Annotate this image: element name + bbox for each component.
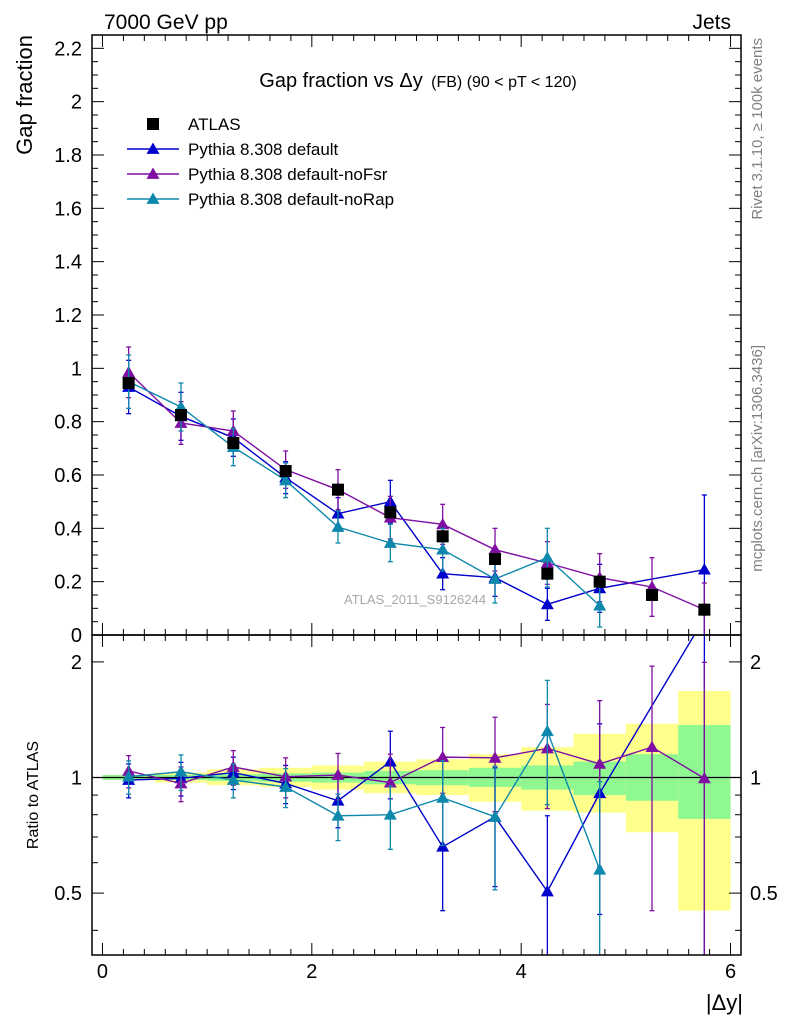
main-ylabel: Gap fraction — [12, 35, 37, 155]
main-marker — [540, 597, 554, 610]
main-marker — [436, 530, 449, 543]
main-marker — [489, 553, 502, 565]
main-marker — [331, 520, 345, 532]
main-marker — [227, 437, 240, 449]
ratio-marker — [226, 773, 240, 785]
main-y-tick-label: 1.8 — [54, 145, 82, 167]
ratio-marker — [540, 884, 554, 897]
main-series-noRap — [122, 354, 607, 628]
main-y-tick-label: 0.4 — [54, 518, 82, 540]
main-y-tick-label: 0.8 — [54, 412, 82, 434]
main-line-noRap — [128, 381, 601, 607]
main-marker — [436, 543, 450, 555]
main-title-text: Gap fraction vs Δy — [259, 70, 422, 92]
ratio-marker — [436, 791, 450, 803]
ratio-marker — [122, 770, 136, 782]
legend: ATLAS Pythia 8.308 default Pythia 8.308 de… — [127, 115, 394, 209]
main-marker — [646, 589, 659, 601]
header-beam-label: 7000 GeV pp — [104, 11, 228, 34]
legend-marker-noFsr — [146, 167, 160, 179]
main-marker — [593, 599, 607, 611]
legend-label-default: Pythia 8.308 default — [188, 140, 339, 159]
ratio-marker — [540, 724, 554, 737]
main-title-suffix: (FB) (90 < pT < 120) — [431, 74, 577, 91]
x-tick-label: 4 — [516, 961, 527, 983]
main-y-tick-label: 0 — [71, 625, 82, 647]
header-process-label: Jets — [692, 11, 731, 34]
main-y-tick-label: 1.6 — [54, 198, 82, 220]
main-y-tick-label: 1 — [71, 358, 82, 380]
ratio-ylabel: Ratio to ATLAS — [25, 741, 42, 849]
ratio-marker — [488, 751, 502, 763]
ratio-y-tick-label-left: 0.5 — [54, 883, 82, 905]
main-series-atlas — [122, 377, 711, 616]
ratio-line-noRap — [128, 729, 601, 871]
ratio-y-tick-label-left: 1 — [71, 768, 82, 790]
main-title: Gap fraction vs Δy (FB) (90 < pT < 120) — [259, 70, 576, 92]
legend-label-noFsr: Pythia 8.308 default-noFsr — [188, 165, 388, 184]
main-marker — [488, 572, 502, 584]
ratio-marker — [645, 740, 659, 752]
main-y-tick-label: 1.4 — [54, 252, 82, 274]
ratio-marker — [697, 771, 711, 784]
ratio-marker — [331, 768, 345, 780]
main-marker — [122, 377, 135, 389]
rivet-label: Rivet 3.1.10, ≥ 100k events — [749, 38, 766, 220]
ratio-marker — [593, 863, 607, 875]
legend-marker-atlas — [147, 118, 159, 130]
ratio-marker — [488, 810, 502, 822]
main-y-tick-label: 2.2 — [54, 38, 82, 60]
main-y-tick-label: 0.2 — [54, 572, 82, 594]
ratio-marker — [383, 776, 397, 788]
main-y-tick-label: 2 — [71, 92, 82, 114]
ratio-marker — [383, 808, 397, 820]
ratio-marker — [436, 750, 450, 762]
main-line-default — [128, 386, 705, 606]
main-line-noFsr — [128, 371, 705, 611]
main-marker — [540, 551, 554, 563]
legend-label-noRap: Pythia 8.308 default-noRap — [188, 190, 394, 209]
main-marker — [593, 575, 606, 588]
ratio-line-noFsr — [128, 746, 705, 785]
legend-marker-noRap — [146, 192, 160, 204]
x-tick-label: 2 — [306, 961, 317, 983]
ratio-y-tick-label-right: 0.5 — [750, 883, 778, 905]
main-marker — [174, 409, 187, 421]
ratio-y-tick-label-right: 2 — [750, 652, 761, 674]
main-marker — [331, 483, 344, 496]
main-marker — [697, 563, 711, 575]
main-y-tick-label: 0.6 — [54, 465, 82, 487]
xlabel: |Δy| — [706, 990, 743, 1015]
main-y-tick-label: 1.2 — [54, 305, 82, 327]
main-marker — [541, 567, 554, 580]
x-tick-label: 0 — [97, 961, 108, 983]
ratio-marker — [331, 809, 345, 821]
main-marker — [436, 517, 450, 530]
legend-marker-default — [146, 142, 160, 154]
ratio-series-noFsr — [122, 661, 711, 955]
mcplots-label: mcplots.cern.ch [arXiv:1306.3436] — [749, 345, 766, 572]
ratio-marker — [279, 780, 293, 792]
main-marker — [698, 603, 711, 616]
main-marker — [436, 567, 450, 579]
legend-label-atlas: ATLAS — [188, 115, 241, 134]
ratio-y-tick-label-left: 2 — [71, 652, 82, 674]
main-marker — [279, 473, 293, 486]
main-marker — [383, 536, 397, 548]
x-tick-label: 6 — [725, 961, 736, 983]
analysis-watermark: ATLAS_2011_S9126244 — [344, 592, 486, 607]
ratio-y-tick-label-right: 1 — [750, 768, 761, 790]
ratio-series-noRap — [122, 679, 607, 955]
main-marker — [488, 543, 502, 555]
main-marker — [279, 465, 292, 477]
ratio-marker — [174, 765, 188, 777]
main-marker — [384, 506, 397, 519]
ratio-marker — [593, 757, 607, 769]
